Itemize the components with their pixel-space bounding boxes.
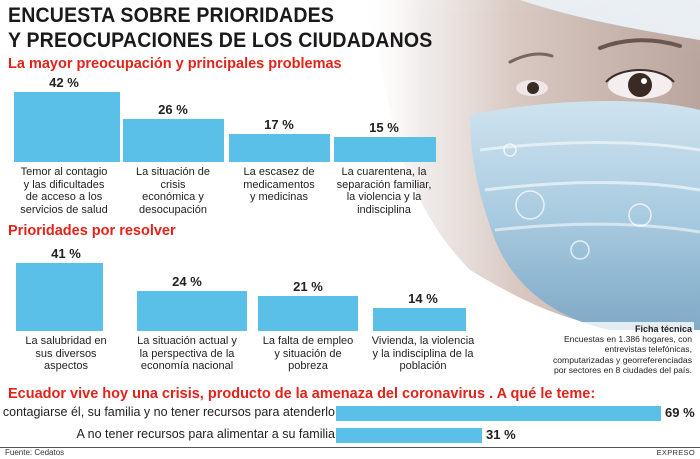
category-label-line: y la indisciplina de la (372, 347, 474, 360)
data-label: 14 % (408, 291, 438, 306)
bar (336, 428, 482, 443)
bar (123, 119, 224, 162)
section-title-priorities: Prioridades por resolver (8, 223, 176, 239)
category-label-line: servicios de salud (20, 203, 108, 216)
category-label-line: pobreza (288, 360, 328, 372)
category-label: Temor al contagio y las dificultades de ac… (9, 166, 119, 216)
bar (258, 296, 358, 331)
category-label-line: económica y (142, 191, 204, 203)
category-label-line: indisciplina (357, 203, 411, 216)
ficha-line: por sectores en 8 ciudades del país. (553, 364, 692, 375)
category-label-line: la perspectiva de la (139, 347, 235, 360)
category-label-line: y medicinas (249, 191, 309, 203)
category-label-line: de acceso a los (25, 191, 103, 203)
publisher-brand: EXPRESO (656, 448, 695, 457)
section-title-concerns: La mayor preocupación y principales prob… (8, 56, 342, 72)
category-label: La falta de empleo y situación de pobreza (253, 335, 363, 373)
category-label-line: población (399, 360, 447, 372)
category-label: A contagiarse él, su familia y no tener … (0, 405, 335, 419)
category-label-line: Vivienda, la violencia (371, 335, 475, 347)
category-label: La escasez de medicamentos y medicinas (224, 166, 334, 204)
data-label: 21 % (293, 279, 323, 294)
category-label: La situación de crisis económica y desocupa… (118, 166, 228, 216)
category-label-line: La salubridad en (25, 335, 107, 347)
data-label: 41 % (51, 246, 81, 261)
ficha-tecnica-title: Ficha técnica (634, 324, 692, 334)
ficha-line: entrevistas telefónicas, (604, 344, 692, 355)
category-label-line: La escasez de (243, 166, 315, 178)
bar (373, 308, 466, 331)
bar (16, 263, 103, 331)
category-label-line: aspectos (43, 360, 89, 372)
section-title-fears: Ecuador vive hoy una crisis, producto de… (8, 386, 596, 402)
ficha-line: computarizadas y georreferenciadas (552, 354, 692, 365)
main-title-line-2: Y PREOCUPACIONES DE LOS CIUDADANOS (8, 29, 433, 52)
category-label-line: La situación actual y (137, 335, 237, 347)
category-label: La situación actual y la perspectiva de l… (132, 335, 242, 373)
data-label: 17 % (264, 117, 294, 132)
category-label-line: La situación de (136, 166, 210, 178)
category-label: Vivienda, la violencia y la indisciplina … (368, 335, 478, 373)
category-label-line: y situación de (274, 347, 342, 360)
category-label-line: medicamentos (243, 178, 315, 191)
data-label: 24 % (172, 274, 202, 289)
data-label: 31 % (486, 427, 516, 442)
bar (229, 134, 330, 162)
data-label: 69 % (665, 405, 695, 420)
category-label-line: separación familiar, (336, 178, 432, 191)
source-note: Fuente: Cedatos (5, 448, 65, 457)
category-label: La salubridad en sus diversos aspectos (11, 335, 121, 373)
data-label: 15 % (369, 120, 399, 135)
category-label-line: y las dificultades (23, 178, 105, 191)
bar (14, 92, 120, 162)
bar (137, 291, 247, 331)
category-label-line: La falta de empleo (262, 335, 354, 347)
bar (334, 137, 436, 162)
category-label-line: crisis (160, 178, 186, 191)
ficha-tecnica-box (510, 322, 694, 382)
category-label-line: La cuarentena, la (341, 166, 427, 178)
ficha-tecnica-text: Encuestas en 1.386 hogares, con entrevis… (502, 334, 692, 375)
category-label: La cuarentena, la separación familiar, la … (329, 166, 439, 216)
category-label-line: desocupación (139, 203, 207, 216)
category-label: A no tener recursos para alimentar a su … (76, 427, 335, 441)
footer-divider (0, 447, 700, 448)
category-label-line: Temor al contagio (20, 166, 108, 178)
category-label-line: economía nacional (140, 360, 234, 372)
ficha-line: Encuestas en 1.386 hogares, con (563, 334, 692, 344)
category-label-line: sus diversos (35, 347, 97, 360)
main-title-line-1: ENCUESTA SOBRE PRIORIDADES (8, 4, 335, 27)
bar (336, 406, 661, 421)
data-label: 42 % (49, 75, 79, 90)
data-label: 26 % (158, 102, 188, 117)
category-label-line: la violencia y la (346, 191, 422, 203)
